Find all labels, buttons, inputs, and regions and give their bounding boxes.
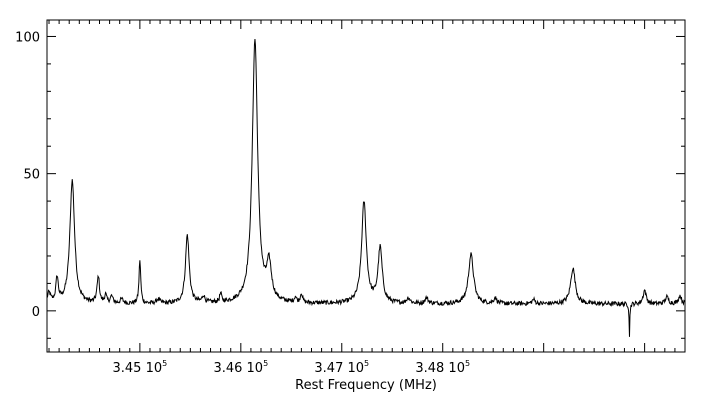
x-tick-mantissa: 3.46 <box>213 361 242 376</box>
x-tick-base: 10 <box>444 361 465 376</box>
x-tick-base: 10 <box>343 361 364 376</box>
y-tick-labels: 0 50 100 <box>15 30 40 319</box>
y-tick-label: 100 <box>15 30 40 45</box>
x-tick-mantissa: 3.45 <box>113 361 142 376</box>
x-tick-label: 3.45 105 <box>113 359 168 376</box>
x-tick-label: 3.46 105 <box>213 359 268 376</box>
x-tick-mantissa: 3.47 <box>314 361 343 376</box>
x-tick-labels: 3.45 105 3.46 105 3.47 105 3.48 105 <box>113 359 471 376</box>
x-tick-exponent: 5 <box>162 359 167 368</box>
x-tick-mantissa: 3.48 <box>415 361 444 376</box>
x-tick-label: 3.48 105 <box>415 359 470 376</box>
plot-frame <box>46 19 686 353</box>
y-tick-label: 0 <box>32 305 40 320</box>
x-tick-exponent: 5 <box>364 359 369 368</box>
x-axis-label: Rest Frequency (MHz) <box>295 378 437 393</box>
x-tick-exponent: 5 <box>465 359 470 368</box>
x-tick-base: 10 <box>242 361 263 376</box>
x-tick-label: 3.47 105 <box>314 359 369 376</box>
y-tick-label: 50 <box>23 168 40 183</box>
spectrum-line <box>46 38 686 337</box>
axis-ticks <box>47 20 686 352</box>
x-tick-exponent: 5 <box>263 359 268 368</box>
x-tick-base: 10 <box>141 361 162 376</box>
